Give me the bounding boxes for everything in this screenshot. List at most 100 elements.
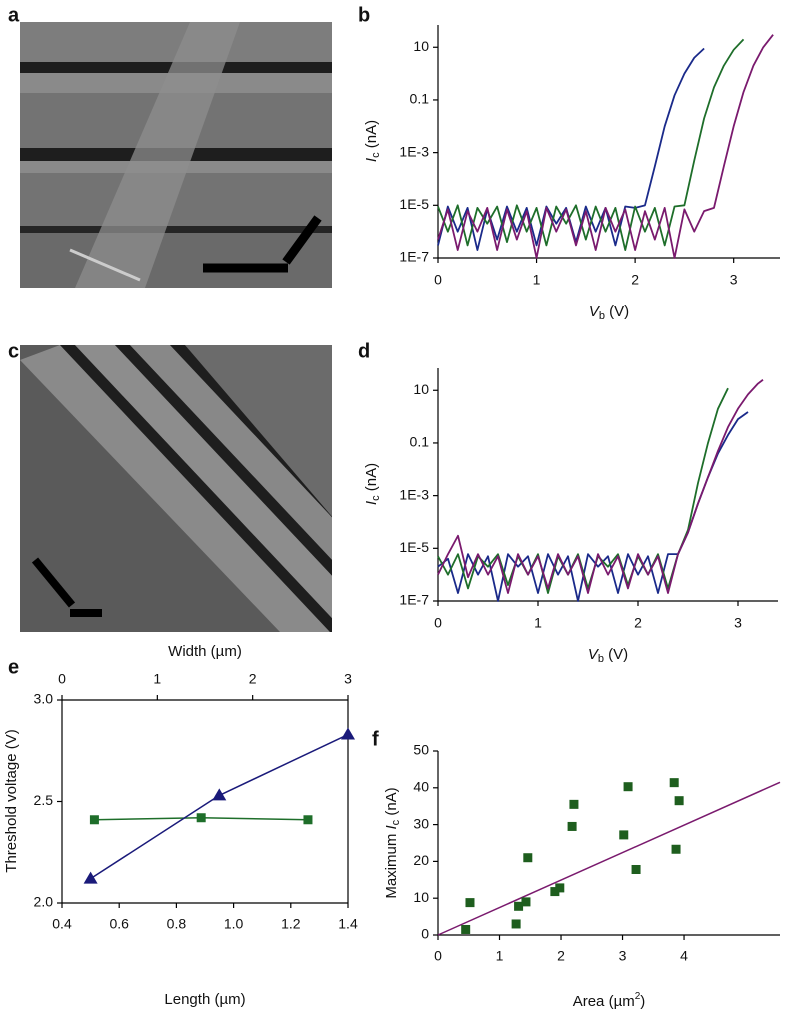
series-line (437, 34, 774, 259)
x2-tick-label: 3 (344, 671, 352, 687)
series-line (90, 733, 349, 880)
marker (303, 815, 313, 825)
label-part: c (370, 152, 382, 158)
label-part: (nA) (363, 463, 380, 496)
series-line (437, 38, 745, 251)
y-axis-label: Threshold voltage (V) (3, 729, 20, 872)
x-tick-label: 1.0 (224, 916, 244, 932)
panel-label: e (8, 656, 19, 678)
marker (89, 815, 99, 825)
y-axis-label: Ic (nA) (363, 120, 382, 162)
label-part: (V) (604, 646, 628, 663)
y-tick-label: 10 (413, 381, 429, 397)
marker (567, 821, 577, 831)
label-part: ) (640, 993, 645, 1010)
x-axis-label: Vb (V) (589, 303, 629, 322)
x-tick-label: 2 (557, 948, 565, 964)
series-line (437, 47, 705, 251)
x-tick-label: 0.8 (167, 916, 187, 932)
y-tick-label: 0.1 (410, 434, 430, 450)
y-tick-label: 2.0 (34, 894, 54, 910)
fit-line (437, 781, 781, 936)
x2-tick-label: 0 (58, 671, 66, 687)
y-tick-label: 10 (413, 889, 429, 905)
marker (341, 727, 355, 740)
label-part: I (383, 825, 400, 829)
y-tick-label: 50 (413, 742, 429, 758)
x-tick-label: 0.6 (109, 916, 129, 932)
y-axis-label: Ic (nA) (363, 463, 382, 505)
label-part: c (390, 819, 402, 825)
x-tick-label: 4 (680, 948, 688, 964)
sem-image-a (20, 22, 332, 288)
label-part: (nA) (383, 787, 400, 820)
sem-image-c (20, 345, 332, 632)
marker (671, 844, 681, 854)
x-axis-label: Vb (V) (588, 646, 628, 665)
x2-axis-label: Width (µm) (168, 643, 242, 660)
label-part: Area (µm (573, 993, 635, 1010)
panel-label: d (358, 340, 370, 362)
y-tick-label: 3.0 (34, 691, 54, 707)
panel-label: c (8, 340, 19, 362)
marker (569, 799, 579, 809)
label-part: c (370, 495, 382, 501)
y-tick-label: 2.5 (34, 792, 54, 808)
y-tick-label: 10 (413, 38, 429, 54)
y-axis-label: Maximum Ic (nA) (383, 787, 402, 898)
x-tick-label: 3 (619, 948, 627, 964)
y-tick-label: 1E-7 (399, 249, 429, 265)
label-part: V (588, 646, 600, 663)
marker (465, 898, 475, 908)
y-tick-label: 20 (413, 852, 429, 868)
y-tick-label: 1E-5 (399, 196, 429, 212)
marker (550, 887, 560, 897)
panel-label: b (358, 4, 370, 26)
x2-tick-label: 2 (249, 671, 257, 687)
label-part: V (589, 303, 601, 320)
label-part: b (598, 653, 604, 665)
y-tick-label: 1E-7 (399, 592, 429, 608)
marker (511, 919, 521, 929)
marker (196, 813, 206, 823)
y-tick-label: 1E-5 (399, 539, 429, 555)
x-tick-label: 2 (631, 272, 639, 288)
marker (623, 782, 633, 792)
marker (521, 897, 531, 907)
label-part: I (363, 158, 380, 162)
x-tick-label: 0.4 (52, 916, 72, 932)
marker (212, 788, 227, 801)
label-part: 2 (635, 991, 641, 1002)
marker (523, 853, 533, 863)
panel-label: f (372, 728, 379, 750)
y-tick-label: 40 (413, 779, 429, 795)
x2-tick-label: 1 (153, 671, 161, 687)
marker (674, 796, 684, 806)
panel-label: a (8, 4, 20, 26)
x-tick-label: 1.2 (281, 916, 301, 932)
series-line (437, 379, 764, 594)
x-tick-label: 1.4 (338, 916, 358, 932)
label-part: I (363, 501, 380, 505)
x-tick-label: 0 (434, 272, 442, 288)
marker (555, 883, 565, 893)
marker (669, 778, 679, 788)
x-tick-label: 3 (734, 615, 742, 631)
y-tick-label: 1E-3 (399, 486, 429, 502)
marker (83, 871, 98, 884)
label-part: (nA) (363, 120, 380, 153)
x-tick-label: 1 (496, 948, 504, 964)
y-tick-label: 0 (421, 926, 429, 942)
y-tick-label: 0.1 (410, 91, 430, 107)
x-axis-label: Area (µm2) (573, 991, 646, 1010)
y-tick-label: 1E-3 (399, 143, 429, 159)
x-tick-label: 1 (533, 272, 541, 288)
label-part: (V) (605, 303, 629, 320)
x-axis-label: Length (µm) (164, 991, 245, 1008)
x-tick-label: 3 (730, 272, 738, 288)
label-part: Maximum (383, 830, 400, 899)
marker (461, 924, 471, 934)
marker (619, 830, 629, 840)
